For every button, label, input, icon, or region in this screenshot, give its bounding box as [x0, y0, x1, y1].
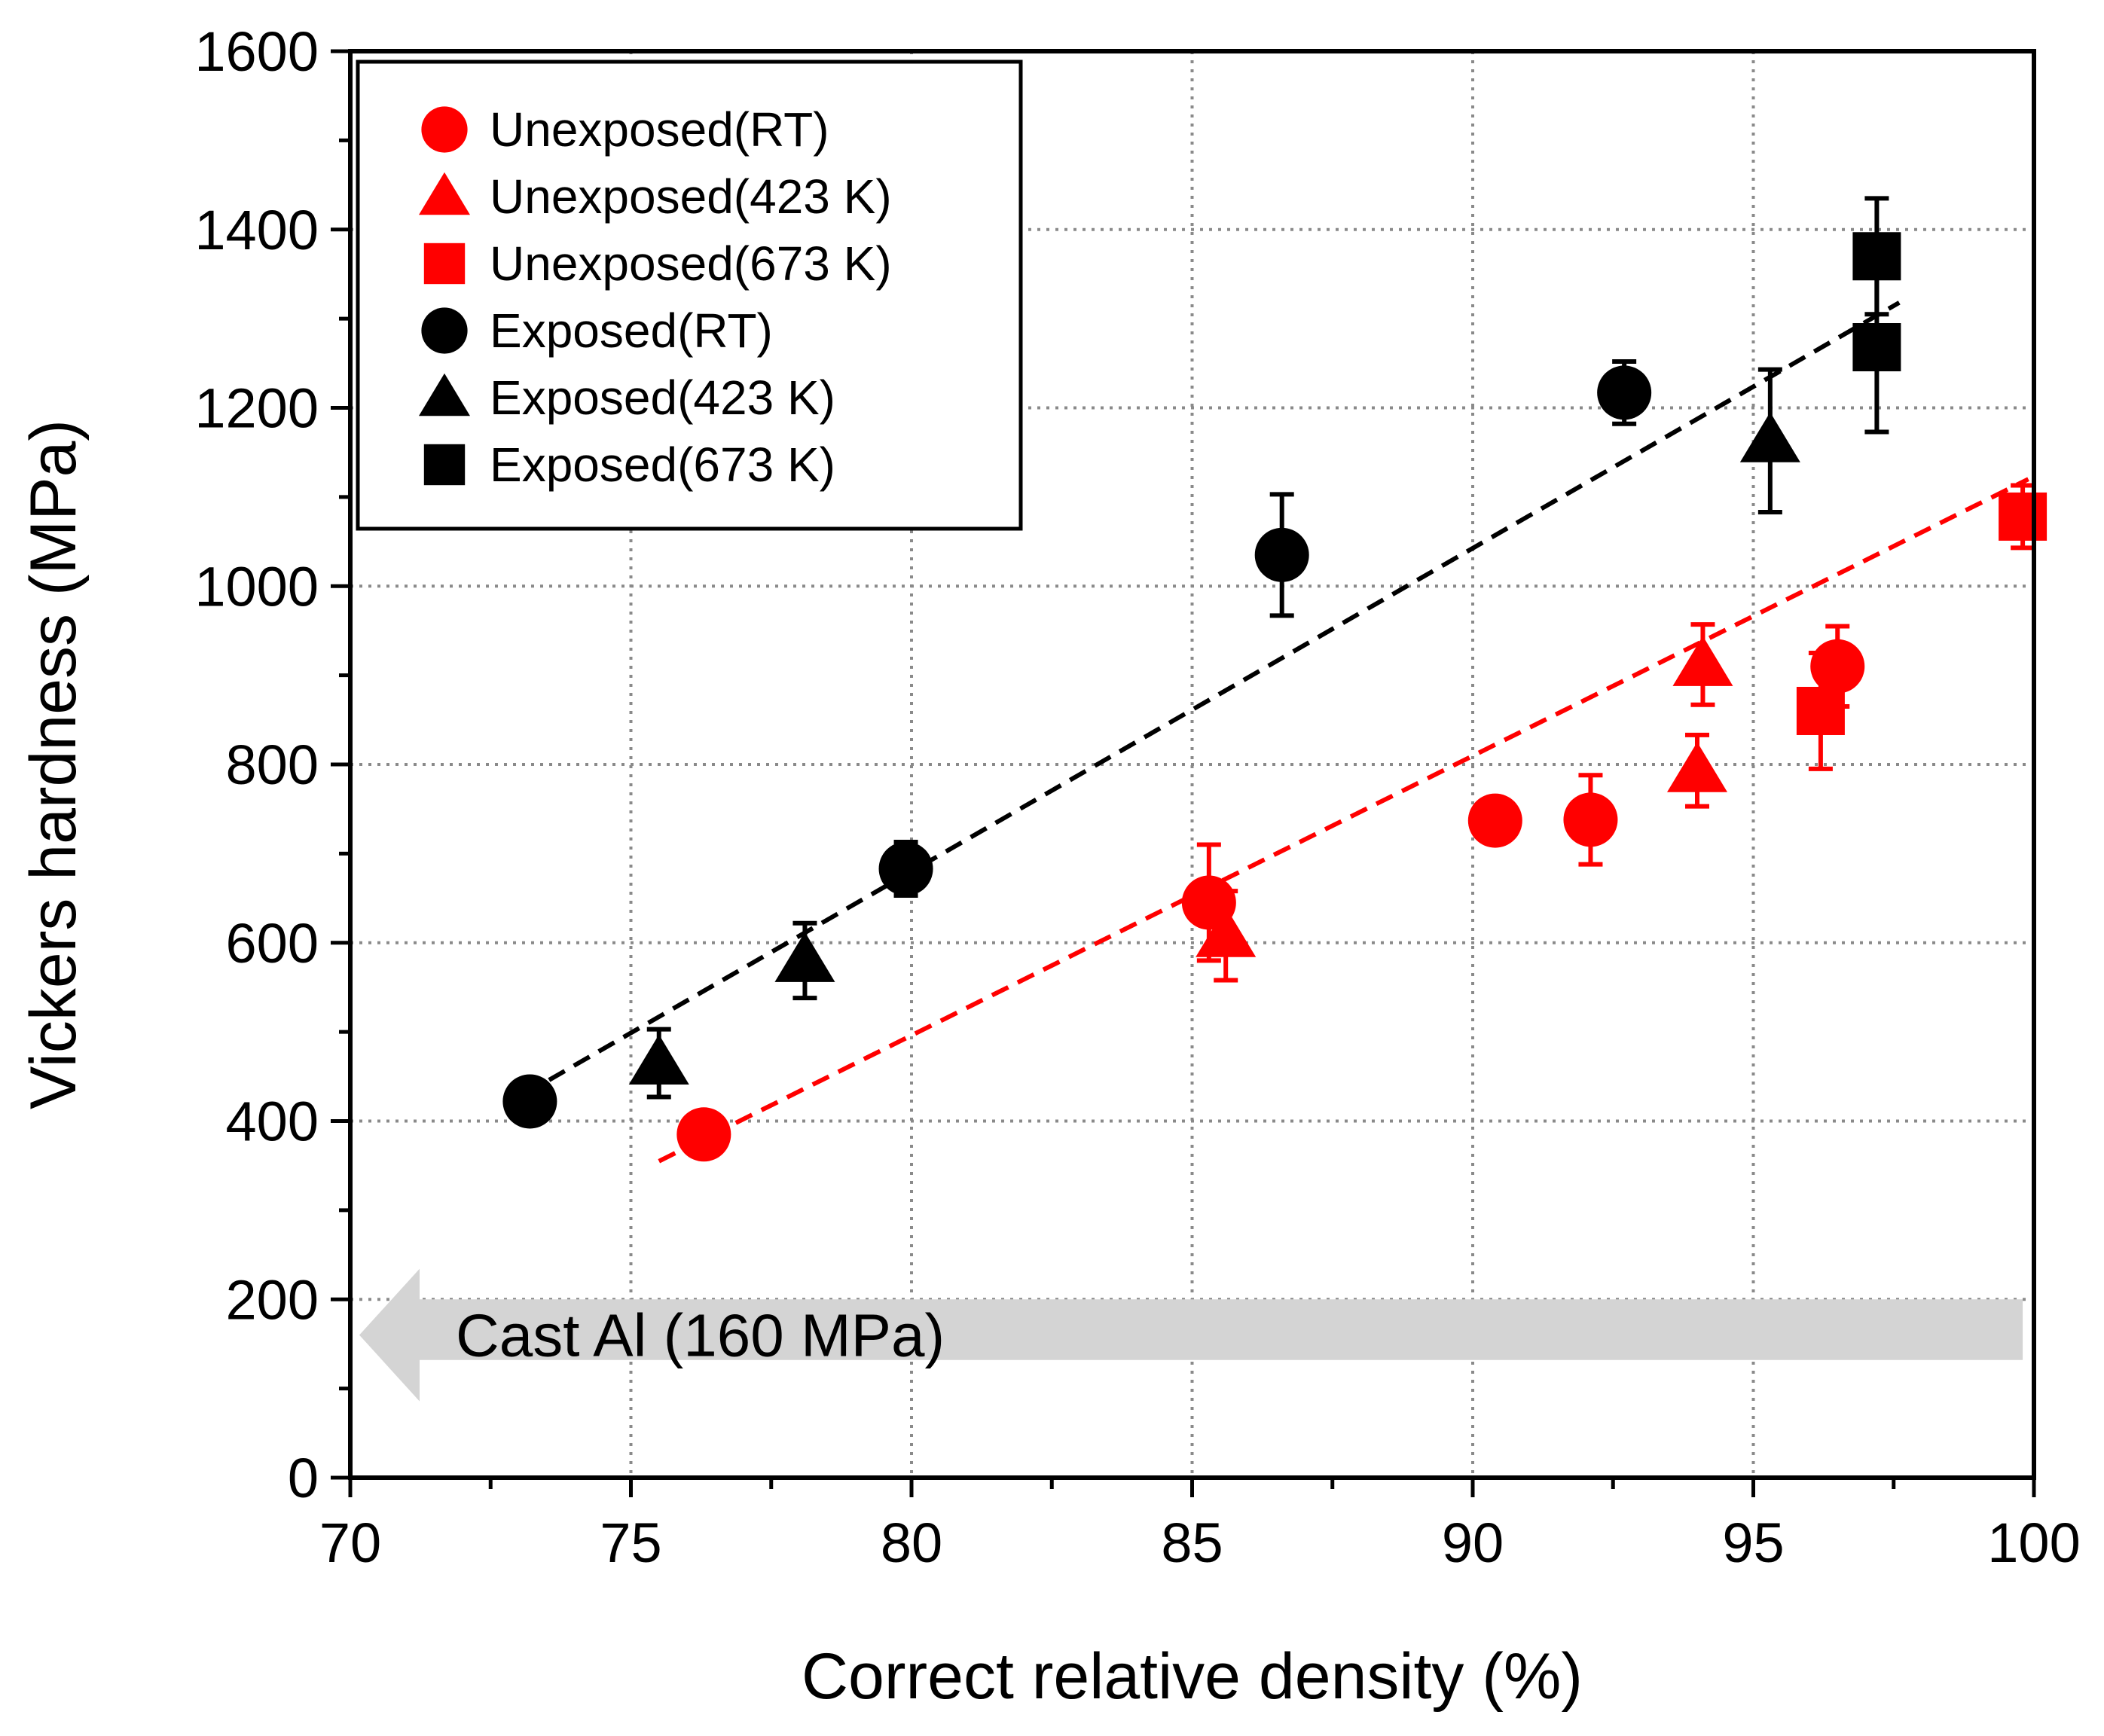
- legend-marker-triangle: [419, 373, 470, 416]
- data-point-triangle: [1672, 636, 1733, 686]
- data-point-circle: [1254, 527, 1309, 582]
- cast-al-annotation: Cast Al (160 MPa): [359, 1268, 2023, 1402]
- y-tick-label: 800: [226, 734, 319, 796]
- data-point-circle: [1467, 793, 1522, 848]
- legend-label: Unexposed(673 K): [490, 236, 892, 291]
- y-tick-label: 600: [226, 912, 319, 975]
- legend-marker-square: [423, 444, 466, 486]
- data-point-circle: [1563, 792, 1618, 847]
- legend-item: Unexposed(RT): [421, 102, 829, 157]
- y-tick-label: 1000: [194, 555, 319, 618]
- cast-al-label: Cast Al (160 MPa): [456, 1302, 945, 1369]
- legend-item: Unexposed(423 K): [419, 169, 892, 224]
- legend-marker-circle: [421, 307, 468, 354]
- data-point-circle: [1810, 639, 1865, 694]
- legend-item: Exposed(423 K): [419, 371, 835, 425]
- y-tick-label: 1400: [194, 199, 319, 261]
- data-point-circle: [1597, 365, 1652, 420]
- legend-label: Unexposed(RT): [490, 102, 829, 157]
- legend-label: Exposed(673 K): [490, 438, 835, 492]
- legend-item: Exposed(673 K): [423, 438, 835, 492]
- x-tick-label: 80: [881, 1512, 942, 1574]
- data-points: [502, 232, 2048, 1162]
- x-tick-label: 85: [1161, 1512, 1223, 1574]
- trend-line: [658, 477, 2029, 1164]
- x-tick-label: 70: [319, 1512, 381, 1574]
- cast-al-arrow: [359, 1268, 2023, 1402]
- data-point-square: [1852, 323, 1901, 372]
- legend-marker-square: [423, 243, 466, 285]
- legend-box: [356, 59, 1023, 531]
- data-point-triangle: [628, 1034, 689, 1085]
- trend-line: [523, 301, 1901, 1097]
- x-tick-label: 75: [600, 1512, 661, 1574]
- data-point-triangle: [1667, 742, 1727, 792]
- data-point-square: [1999, 492, 2048, 541]
- data-point-square: [1796, 686, 1845, 735]
- data-point-circle: [502, 1074, 557, 1129]
- legend: Unexposed(RT) Unexposed(423 K) Unexposed(6…: [356, 59, 1023, 531]
- y-tick-label: 400: [226, 1091, 319, 1153]
- axis-ticks: 70 75 80 85 90 95 1000200400600800100012001400…: [194, 20, 2080, 1574]
- x-tick-label: 95: [1722, 1512, 1784, 1574]
- y-tick-label: 0: [288, 1447, 319, 1509]
- y-axis-title: Vickers hardness (MPa): [17, 420, 90, 1109]
- legend-label: Exposed(RT): [490, 304, 773, 358]
- data-point-triangle: [1739, 412, 1800, 462]
- y-tick-label: 1600: [194, 20, 319, 83]
- x-tick-label: 90: [1442, 1512, 1504, 1574]
- trend-lines: [523, 301, 2029, 1164]
- data-point-square: [1852, 232, 1901, 281]
- data-point-triangle: [1196, 907, 1257, 957]
- legend-item: Exposed(RT): [421, 304, 773, 358]
- legend-marker-circle: [421, 106, 468, 153]
- data-point-circle: [676, 1107, 731, 1162]
- legend-marker-triangle: [419, 172, 470, 215]
- legend-label: Unexposed(423 K): [490, 169, 892, 224]
- legend-label: Exposed(423 K): [490, 371, 835, 425]
- data-point-circle: [878, 841, 933, 896]
- x-axis-title: Correct relative density (%): [802, 1640, 1583, 1713]
- y-tick-label: 200: [226, 1268, 319, 1331]
- x-tick-label: 100: [1987, 1512, 2080, 1574]
- data-point-triangle: [774, 932, 835, 982]
- y-tick-label: 1200: [194, 377, 319, 440]
- legend-item: Unexposed(673 K): [423, 236, 892, 291]
